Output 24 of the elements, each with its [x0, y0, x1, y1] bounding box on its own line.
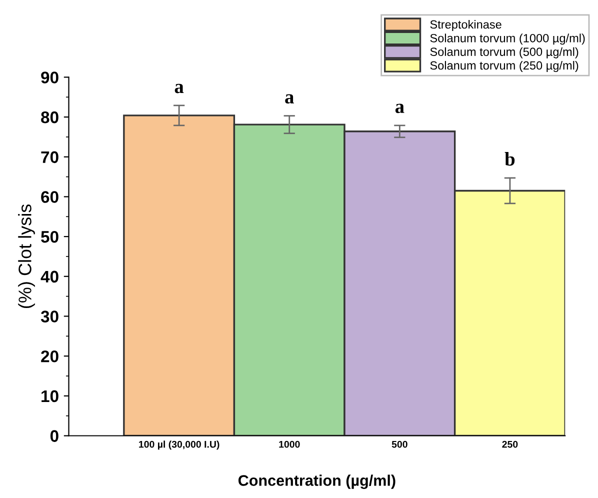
annotation: a: [285, 94, 294, 104]
y-tick-label: 10: [42, 390, 58, 402]
x-tick-label: 500: [392, 440, 408, 448]
y-tick-label: 60: [41, 191, 58, 203]
annotation: a: [174, 84, 184, 94]
x-tick-label: 100 µl (30,000 I.U): [139, 440, 220, 450]
y-tick-label: 20: [41, 350, 58, 362]
y-tick-label: 80: [41, 111, 58, 124]
legend-label: Streptokinase: [430, 20, 502, 31]
legend-label: Solanum torvum (250 µg/ml): [430, 60, 578, 72]
y-tick-label: 70: [41, 151, 58, 164]
annotation: b: [504, 152, 515, 166]
legend-label: Solanum torvum (1000 µg/ml): [430, 34, 585, 45]
y-tick-label: 40: [40, 270, 58, 283]
legend-label: Solanum torvum (500 µg/ml): [430, 47, 578, 58]
x-tick-label: 250: [502, 440, 518, 448]
y-axis-title: (%) Clot lysis: [18, 204, 35, 308]
y-tick-label: 50: [41, 230, 58, 243]
y-tick-label: 90: [41, 72, 58, 84]
annotation: a: [395, 104, 404, 114]
x-tick-label: 1000: [279, 440, 300, 448]
y-tick-label: 30: [40, 310, 58, 322]
x-axis-title: Concentration (µg/ml): [238, 474, 396, 489]
y-tick-label: 0: [50, 430, 58, 442]
